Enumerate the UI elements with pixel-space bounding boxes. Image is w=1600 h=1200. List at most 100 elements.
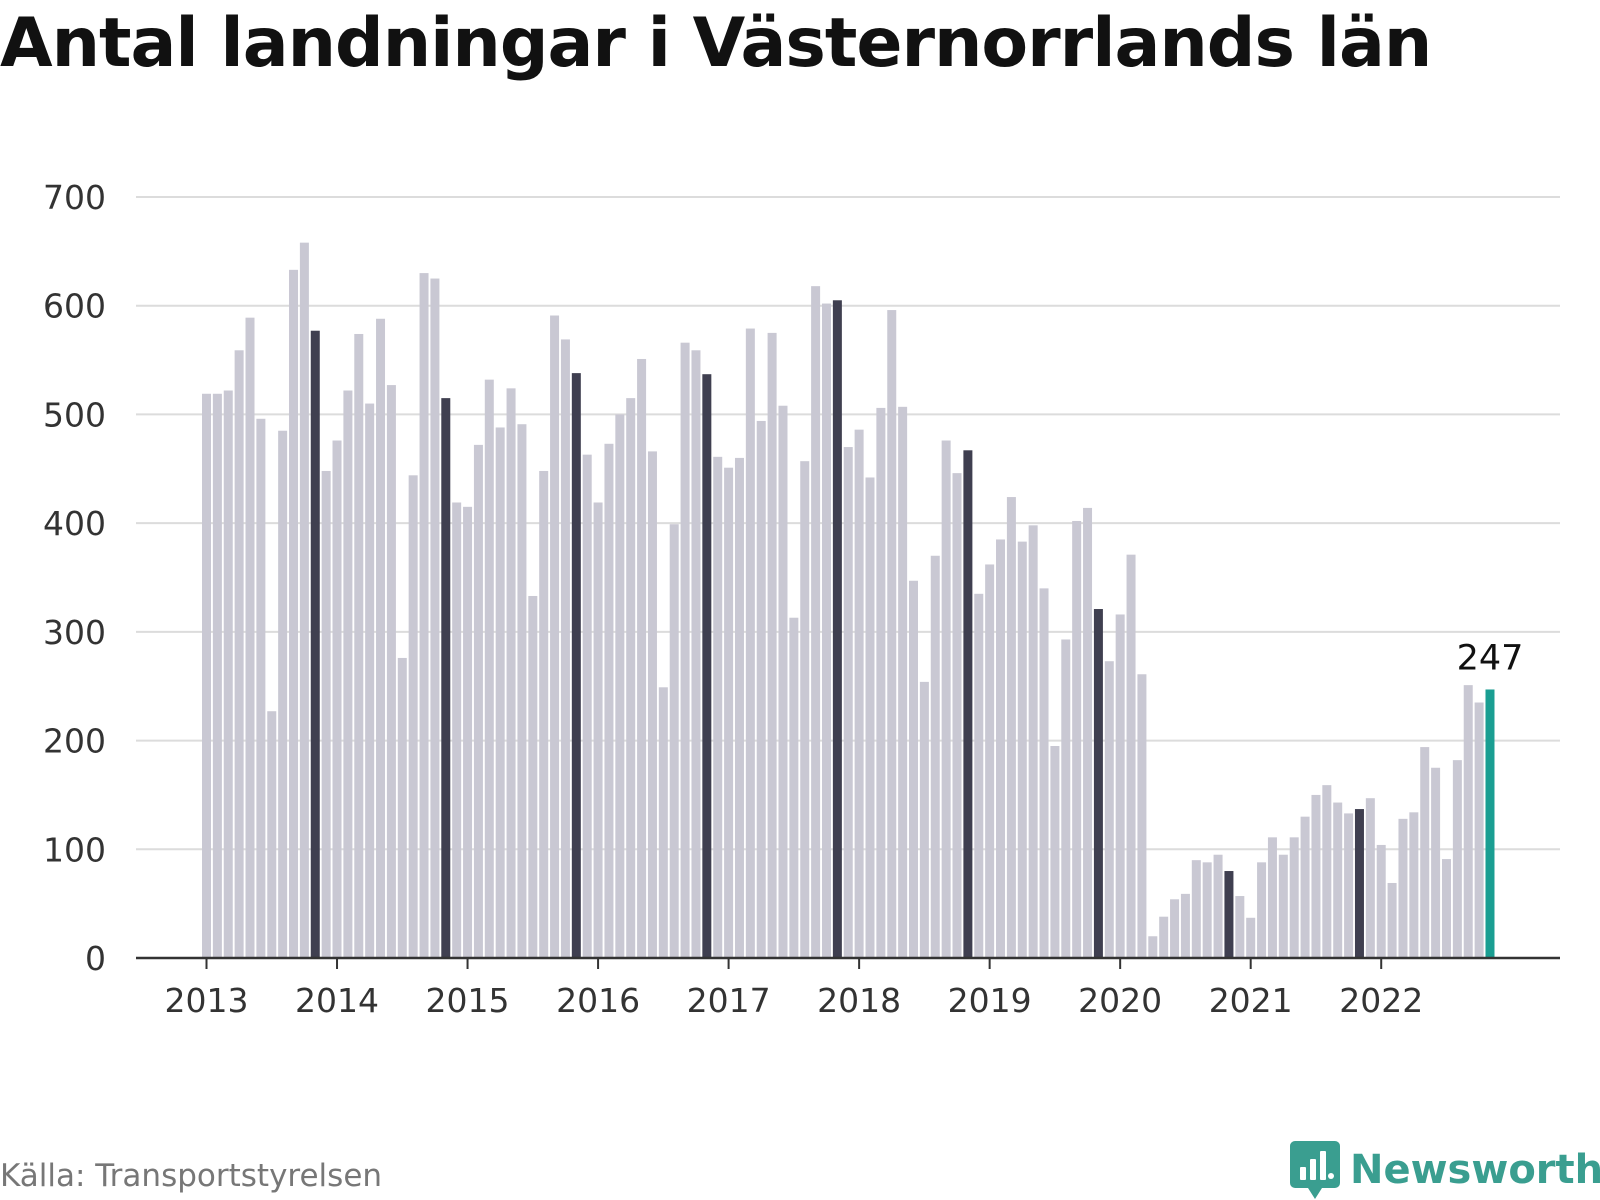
bar (1365, 798, 1375, 958)
bar (724, 467, 734, 958)
bar (365, 403, 375, 958)
bar (1083, 507, 1093, 958)
bar (680, 342, 690, 958)
bar (1246, 917, 1256, 958)
bar (1267, 837, 1277, 958)
bar (1278, 854, 1288, 958)
bar (996, 539, 1006, 958)
bar (506, 388, 516, 959)
x-tick-label: 2019 (948, 981, 1032, 1020)
x-tick-label: 2014 (295, 981, 379, 1020)
bar (571, 373, 581, 958)
bar (452, 502, 462, 958)
x-tick-label: 2020 (1078, 981, 1162, 1020)
bar (1344, 813, 1354, 958)
bar (430, 278, 440, 958)
bar (484, 379, 494, 958)
bar (1398, 818, 1408, 958)
bar (1137, 674, 1147, 958)
bar (691, 350, 701, 958)
bar (985, 564, 995, 958)
bar (843, 447, 853, 958)
bar (278, 430, 288, 958)
bar (593, 502, 603, 958)
bar (463, 506, 473, 958)
bar (1431, 767, 1441, 958)
bar (658, 687, 668, 958)
bar (343, 390, 353, 958)
x-tick-label: 2017 (687, 981, 771, 1020)
x-tick-label: 2016 (556, 981, 640, 1020)
bar (821, 303, 831, 958)
bar (604, 443, 614, 958)
bar (909, 580, 918, 958)
bar (637, 358, 647, 959)
y-tick-label: 300 (43, 613, 106, 652)
bar (332, 440, 342, 958)
bar (321, 470, 331, 958)
bar (1017, 541, 1027, 958)
bar (713, 456, 723, 958)
bar (1093, 609, 1103, 958)
bar (952, 473, 962, 958)
x-tick-label: 2018 (817, 981, 901, 1020)
bar (1322, 785, 1332, 958)
y-tick-label: 200 (43, 722, 106, 761)
bar (1300, 816, 1310, 958)
x-tick-label: 2015 (426, 981, 510, 1020)
bar (202, 393, 211, 958)
bar (1072, 520, 1082, 958)
bar (560, 339, 570, 958)
bar (256, 418, 266, 958)
bar (789, 617, 799, 958)
y-tick-label: 400 (43, 504, 106, 543)
bar (1452, 760, 1462, 958)
bar (1050, 746, 1060, 958)
bar (734, 457, 744, 958)
bar (1191, 860, 1201, 958)
bar (1148, 936, 1158, 958)
brand-name: Newsworthy (1350, 1147, 1600, 1193)
bar (495, 427, 505, 959)
y-tick-label: 100 (43, 830, 106, 869)
bar (517, 424, 527, 959)
x-axis: 2013 2014 2015 2016 2017 2018 2019 2020 2021 2022 (136, 956, 1560, 1020)
bar (267, 711, 277, 958)
bar (1028, 525, 1038, 958)
bar (1463, 685, 1473, 958)
annotations: 247 (1457, 638, 1524, 678)
bar (1224, 871, 1234, 958)
bar (1104, 661, 1114, 958)
bar (354, 333, 364, 959)
x-tick-label: 2021 (1209, 981, 1293, 1020)
chart-title: Antal landningar i Västernorrlands län (0, 4, 1432, 83)
bar (582, 454, 592, 958)
bar (528, 595, 538, 958)
bar (1441, 859, 1451, 958)
x-tick-label: 2022 (1339, 981, 1423, 1020)
bar (1061, 639, 1071, 958)
bar (1115, 614, 1125, 958)
bar (1387, 882, 1397, 958)
bar (865, 477, 875, 958)
y-tick-label: 500 (43, 395, 106, 434)
bar (930, 555, 940, 958)
bar (1235, 896, 1245, 958)
bar (1180, 893, 1190, 958)
bar (1159, 916, 1169, 958)
bar (223, 390, 233, 958)
bar (615, 414, 625, 958)
y-tick-label: 700 (43, 178, 106, 217)
bar (756, 420, 766, 958)
bar (1170, 899, 1180, 958)
bar (778, 405, 788, 959)
bar (974, 593, 984, 958)
bar (1354, 809, 1364, 958)
source-note: Källa: Transportstyrelsen (0, 1158, 383, 1194)
bar (887, 310, 897, 958)
bar (441, 398, 451, 958)
bar (1039, 588, 1049, 958)
newsworthy-logo-icon (1290, 1141, 1340, 1199)
bar (1126, 554, 1136, 958)
bar (1202, 862, 1212, 958)
